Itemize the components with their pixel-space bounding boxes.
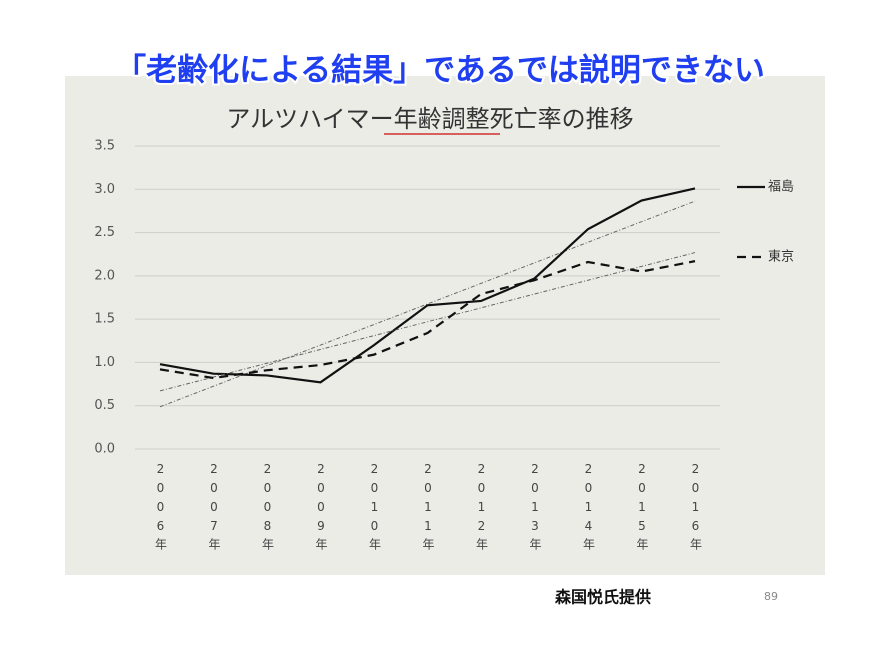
plot: 0.0 0.5 1.0 1.5 2.0 2.5 3.0 3.5 2006年 2007年 2008年 2… <box>94 139 794 556</box>
y-tick-label: 0.5 <box>94 398 115 413</box>
series-line <box>159 187 696 384</box>
chart-title: アルツハイマー年齢調整死亡率の推移 <box>226 105 633 133</box>
credit: 森国悦氏提供 <box>555 588 651 607</box>
y-tick-label: 3.5 <box>94 139 115 154</box>
trend-line <box>159 200 696 408</box>
y-tick-label: 2.0 <box>94 268 115 283</box>
x-tick-label: 2006年 <box>154 462 168 555</box>
x-tick-label: 2010年 <box>368 462 382 555</box>
x-tick-label: 2007年 <box>207 462 221 555</box>
series-line <box>159 260 696 380</box>
x-tick-label: 2014年 <box>582 462 596 555</box>
x-tick-label: 2013年 <box>528 462 542 555</box>
x-tick-label: 2008年 <box>261 462 275 555</box>
legend-label: 東京 <box>768 249 794 265</box>
slide-title: 「老齢化による結果」であるでは説明できない <box>115 53 765 89</box>
chart-panel <box>65 76 825 575</box>
y-tick-label: 3.0 <box>94 182 115 197</box>
x-tick-label: 2012年 <box>475 462 489 555</box>
y-tick-label: 1.0 <box>94 355 115 370</box>
x-tick-label: 2016年 <box>689 462 703 555</box>
x-tick-label: 2015年 <box>635 462 649 555</box>
legend-label: 福島 <box>768 180 794 195</box>
trend-line <box>159 252 696 392</box>
y-tick-label: 0.0 <box>94 442 115 457</box>
x-tick-label: 2009年 <box>314 462 328 555</box>
y-tick-label: 1.5 <box>94 312 115 327</box>
x-tick-label: 2011年 <box>421 462 435 555</box>
page-number: 89 <box>764 590 778 603</box>
y-tick-label: 2.5 <box>94 225 115 240</box>
